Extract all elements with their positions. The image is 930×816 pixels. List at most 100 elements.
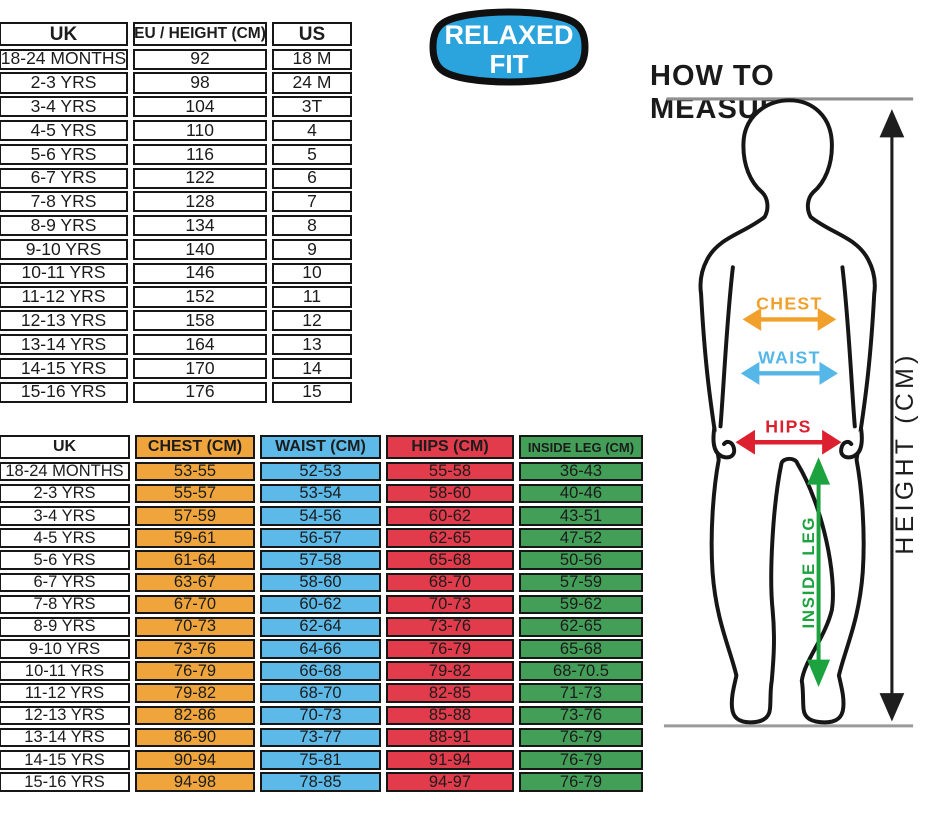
table-cell: 10-11 YRS [0, 262, 128, 284]
table-cell: 55-58 [386, 461, 514, 482]
table-cell: 128 [133, 191, 267, 213]
table-column: WAIST (CM) 52-53 53-54 54-56 56-57 57-58 58-60… [260, 435, 381, 792]
table-cell: 64-66 [260, 639, 381, 659]
left-hand [711, 426, 737, 460]
hips-measure-arrow: HIPS [735, 417, 842, 455]
waist-label: WAIST [758, 348, 821, 368]
table-cell: 104 [133, 96, 267, 118]
table-cell: 55-57 [135, 483, 255, 504]
table-cell: 61-64 [135, 550, 255, 570]
left-inner-arm-line [718, 265, 735, 429]
table-cell: 76-79 [519, 727, 643, 748]
table-cell: 52-53 [260, 461, 381, 482]
table-cell: 15-16 YRS [0, 772, 130, 792]
table-cell: 54-56 [260, 505, 381, 526]
table-cell: 73-76 [386, 616, 514, 637]
chest-label: CHEST [756, 294, 822, 314]
table-cell: 58-60 [260, 572, 381, 593]
table-cell: 60-62 [260, 594, 381, 615]
table-cell: 14-15 YRS [0, 357, 128, 379]
badge-shape [429, 8, 589, 86]
table-cell: 11-12 YRS [0, 683, 130, 704]
table-cell: 11-12 YRS [0, 286, 128, 308]
column-header: INSIDE LEG (CM) [519, 435, 643, 459]
table-cell: 5 [272, 143, 352, 165]
table-column: HIPS (CM) 55-58 58-60 60-62 62-65 65-68 68-70 7… [386, 435, 514, 792]
table-cell: 90-94 [135, 750, 255, 770]
table-cell: 18 M [272, 48, 352, 70]
table-cell: 43-51 [519, 505, 643, 526]
table-cell: 88-91 [386, 727, 514, 748]
table-cell: 13-14 YRS [0, 727, 130, 748]
table-cell: 59-61 [135, 528, 255, 548]
table-cell: 76-79 [386, 639, 514, 659]
table-cell: 116 [133, 143, 267, 165]
column-header: CHEST (CM) [135, 435, 255, 459]
table-cell: 10-11 YRS [0, 661, 130, 681]
table-cell: 13-14 YRS [0, 333, 128, 356]
table-cell: 15-16 YRS [0, 381, 128, 403]
column-header: HIPS (CM) [386, 435, 514, 459]
waist-measure-arrow: WAIST [740, 348, 839, 385]
table-cell: 18-24 MONTHS [0, 48, 128, 70]
column-header: UK [0, 435, 130, 459]
table-cell: 94-98 [135, 772, 255, 792]
table-cell: 68-70 [386, 572, 514, 593]
table-cell: 58-60 [386, 483, 514, 504]
table-cell: 50-56 [519, 550, 643, 570]
table-cell: 164 [133, 333, 267, 356]
table-cell: 71-73 [519, 683, 643, 704]
table-cell: 11 [272, 286, 352, 308]
badge-line2: FIT [490, 49, 529, 79]
table-cell: 82-86 [135, 705, 255, 726]
table-cell: 70-73 [135, 616, 255, 637]
table-cell: 86-90 [135, 727, 255, 748]
table-cell: 24 M [272, 72, 352, 94]
table-cell: 65-68 [386, 550, 514, 570]
table-column: INSIDE LEG (CM) 36-43 40-46 43-51 47-52 50-56… [519, 435, 643, 792]
table-cell: 98 [133, 72, 267, 94]
table-cell: 76-79 [135, 661, 255, 681]
table-cell: 47-52 [519, 528, 643, 548]
table-cell: 2-3 YRS [0, 72, 128, 94]
table-cell: 4-5 YRS [0, 528, 130, 548]
table-cell: 62-65 [386, 528, 514, 548]
table-cell: 75-81 [260, 750, 381, 770]
badge-line1: RELAXED [444, 20, 573, 50]
table-cell: 5-6 YRS [0, 550, 130, 570]
table-cell: 2-3 YRS [0, 483, 130, 504]
table-cell: 68-70 [260, 683, 381, 704]
height-label: HEIGHT (CM) [892, 351, 919, 554]
table-column: US 18 M 24 M 3T 4 5 6 7 8 9 10 11 12 13 14 15 [272, 22, 352, 403]
table-cell: 40-46 [519, 483, 643, 504]
table-cell: 59-62 [519, 594, 643, 615]
table-cell: 57-58 [260, 550, 381, 570]
chest-measure-arrow: CHEST [742, 294, 837, 331]
table-cell: 7 [272, 191, 352, 213]
table-cell: 9 [272, 238, 352, 261]
table-cell: 56-57 [260, 528, 381, 548]
table-cell: 91-94 [386, 750, 514, 770]
table-cell: 146 [133, 262, 267, 284]
column-header: EU / HEIGHT (CM) [133, 22, 267, 46]
table-cell: 14 [272, 357, 352, 379]
table-cell: 3T [272, 96, 352, 118]
table-cell: 7-8 YRS [0, 594, 130, 615]
table-cell: 9-10 YRS [0, 238, 128, 261]
table-cell: 62-64 [260, 616, 381, 637]
body-measurements-table: UK 18-24 MONTHS 2-3 YRS 3-4 YRS 4-5 YRS 5-6 Y… [0, 435, 643, 792]
table-cell: 15 [272, 381, 352, 403]
body-silhouette [698, 98, 877, 725]
table-cell: 158 [133, 310, 267, 332]
table-cell: 12 [272, 310, 352, 332]
table-cell: 57-59 [135, 505, 255, 526]
table-cell: 6 [272, 167, 352, 189]
table-cell: 8-9 YRS [0, 616, 130, 637]
table-cell: 57-59 [519, 572, 643, 593]
table-cell: 14-15 YRS [0, 750, 130, 770]
table-cell: 73-76 [135, 639, 255, 659]
table-cell: 66-68 [260, 661, 381, 681]
table-cell: 68-70.5 [519, 661, 643, 681]
table-column: EU / HEIGHT (CM) 92 98 104 110 116 122 128 134 14… [133, 22, 267, 403]
